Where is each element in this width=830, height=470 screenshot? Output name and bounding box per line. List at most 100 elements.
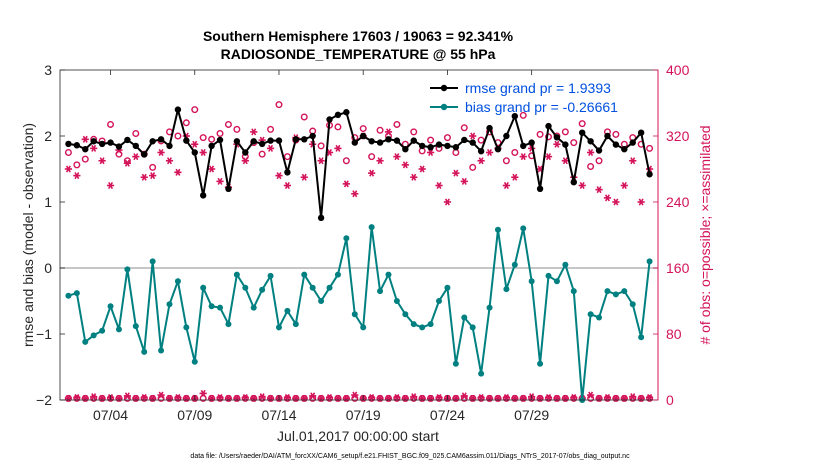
- obs-zero-assimilated-point: [519, 394, 527, 402]
- obs-assimilated-point-stroke: [99, 157, 105, 165]
- plot-area: [60, 70, 658, 400]
- obs-possible-point: [107, 120, 115, 128]
- obs-assimilated-point-stroke: [444, 198, 450, 206]
- bias-point: [284, 307, 291, 314]
- obs-assimilated-point: [485, 148, 494, 157]
- rmse-point: [402, 146, 409, 153]
- rmse-point: [166, 142, 173, 150]
- obs-zero-possible-point: [393, 394, 401, 402]
- bias-point: [436, 298, 443, 304]
- obs-zero-assimilated-point-stroke: [402, 394, 408, 402]
- x-tick-label: 07/24: [430, 407, 465, 423]
- obs-assimilated-point-stroke: [343, 180, 349, 188]
- bias-point: [402, 311, 409, 318]
- obs-possible-point: [182, 119, 190, 127]
- obs-zero-assimilated-point-stroke: [259, 393, 265, 401]
- obs-zero-assimilated-point: [208, 394, 216, 402]
- obs-possible-point: [267, 125, 275, 133]
- bias-point: [166, 301, 173, 308]
- obs-zero-assimilated-point-stroke: [638, 394, 644, 402]
- obs-assimilated-point: [511, 173, 519, 181]
- rmse-point: [418, 142, 426, 150]
- obs-possible-point: [561, 128, 569, 136]
- obs-assimilated-point: [241, 157, 249, 165]
- obs-zero-assimilated-point-stroke: [554, 394, 560, 402]
- obs-zero-possible-point: [646, 394, 654, 402]
- obs-zero-assimilated-point: [90, 393, 98, 401]
- obs-assimilated-point: [553, 140, 561, 148]
- obs-zero-possible-point: [216, 394, 224, 402]
- obs-possible-point: [477, 136, 485, 144]
- obs-assimilated-point-stroke: [284, 181, 290, 190]
- obs-zero-assimilated-point-stroke: [310, 392, 316, 400]
- obs-assimilated-point-stroke: [268, 144, 274, 152]
- obs-possible-point: [334, 123, 342, 131]
- obs-possible-point: [595, 157, 603, 165]
- rmse-point: [385, 136, 392, 143]
- y-left-tick-label: −2: [36, 392, 52, 408]
- obs-assimilated-point: [98, 157, 106, 165]
- obs-zero-assimilated-point-stroke: [588, 391, 594, 399]
- x-tick-label: 07/09: [177, 407, 212, 423]
- obs-possible-point: [283, 153, 291, 161]
- bias-point: [301, 271, 308, 278]
- obs-assimilated-point: [418, 165, 426, 173]
- rmse-point: [258, 140, 266, 148]
- obs-possible-point: [191, 106, 199, 114]
- obs-assimilated-point: [544, 153, 553, 161]
- obs-assimilated-point-stroke: [537, 165, 543, 173]
- obs-assimilated-point: [216, 177, 224, 185]
- x-axis-label: Jul.01,2017 00:00:00 start: [277, 428, 439, 444]
- bias-point: [259, 286, 266, 293]
- obs-assimilated-point: [469, 132, 477, 140]
- y-axis-right-ticks: 0 80 160 240 320 400: [653, 62, 690, 408]
- rmse-point: [545, 122, 552, 130]
- obs-assimilated-point: [165, 157, 174, 165]
- obs-assimilated-point-stroke: [394, 153, 400, 161]
- y-left-tick-label: 1: [44, 194, 52, 210]
- rmse-point: [343, 109, 350, 116]
- obs-assimilated-point: [384, 128, 393, 136]
- rmse-point: [90, 138, 97, 145]
- x-tick-label: 07/14: [261, 407, 296, 423]
- y-right-tick-label: 320: [666, 128, 690, 144]
- obs-zero-assimilated-point: [587, 391, 595, 399]
- obs-assimilated-point-stroke: [419, 165, 425, 173]
- bias-point: [612, 291, 619, 298]
- rmse-point: [334, 111, 342, 119]
- obs-assimilated-point: [90, 144, 98, 152]
- obs-assimilated-point: [587, 148, 595, 157]
- bias-point: [419, 324, 426, 331]
- obs-zero-assimilated-point-stroke: [268, 394, 274, 402]
- rmse-point: [578, 129, 586, 136]
- obs-zero-assimilated-point: [132, 394, 140, 402]
- obs-assimilated-point: [561, 157, 569, 165]
- bias-point: [90, 332, 97, 339]
- obs-possible-point: [359, 125, 367, 133]
- obs-assimilated-point-stroke: [461, 177, 467, 185]
- rmse-point: [351, 139, 358, 146]
- obs-assimilated-point-stroke: [436, 181, 442, 190]
- bias-point: [99, 327, 106, 334]
- obs-assimilated-point-stroke: [175, 168, 181, 176]
- obs-zero-assimilated-point-stroke: [318, 394, 324, 402]
- obs-zero-assimilated-point-stroke: [596, 394, 602, 402]
- obs-possible-point: [300, 113, 308, 121]
- obs-zero-assimilated-point-stroke: [82, 394, 88, 402]
- obs-zero-assimilated-point-stroke: [453, 394, 459, 402]
- obs-assimilated-point: [342, 180, 350, 188]
- rmse-point: [435, 141, 443, 148]
- obs-possible-point: [646, 144, 654, 152]
- rmse-point: [503, 132, 510, 140]
- bias-point: [537, 360, 544, 367]
- obs-assimilated-point: [595, 186, 603, 194]
- rmse-point: [452, 144, 460, 151]
- rmse-series: [65, 106, 653, 222]
- obs-assimilated-point-stroke: [167, 157, 172, 165]
- obs-possible-point: [132, 130, 140, 138]
- obs-zero-assimilated-point: [469, 394, 477, 402]
- obs-possible-point: [427, 136, 435, 144]
- obs-assimilated-point: [502, 181, 510, 190]
- y-right-tick-label: 400: [666, 62, 690, 78]
- obs-assimilated-point-stroke: [503, 181, 509, 190]
